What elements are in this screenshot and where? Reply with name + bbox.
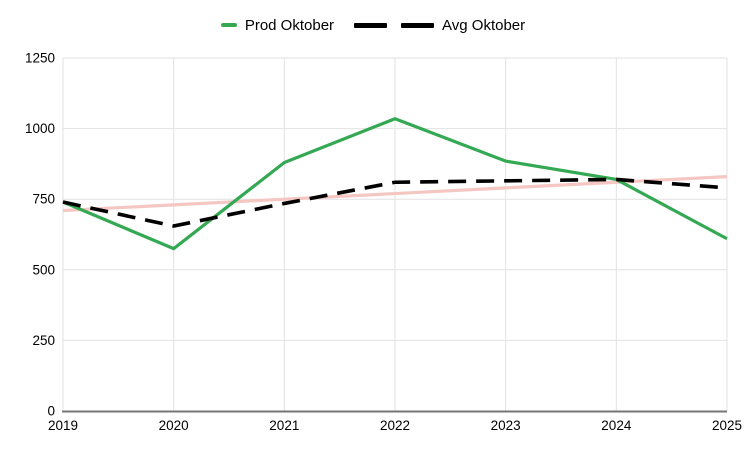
series-line-avg-oktober (62, 177, 728, 228)
x-axis-tick-label: 2025 (712, 418, 742, 433)
y-axis-tick-label: 1000 (25, 121, 55, 136)
x-axis-tick-label: 2023 (491, 418, 521, 433)
x-axis-tick-label: 2022 (380, 418, 410, 433)
y-axis-tick-label: 500 (32, 262, 55, 277)
x-axis-tick-label: 2024 (601, 418, 632, 433)
trendline (62, 175, 728, 213)
y-axis-tick-label: 1250 (25, 51, 55, 66)
y-axis-tick-label: 250 (32, 333, 55, 348)
x-axis-tick-label: 2020 (159, 418, 189, 433)
y-axis-tick-label: 0 (47, 404, 55, 419)
x-axis-tick-label: 2021 (269, 418, 299, 433)
x-axis-tick-label: 2019 (48, 418, 78, 433)
y-axis-tick-label: 750 (32, 192, 55, 207)
